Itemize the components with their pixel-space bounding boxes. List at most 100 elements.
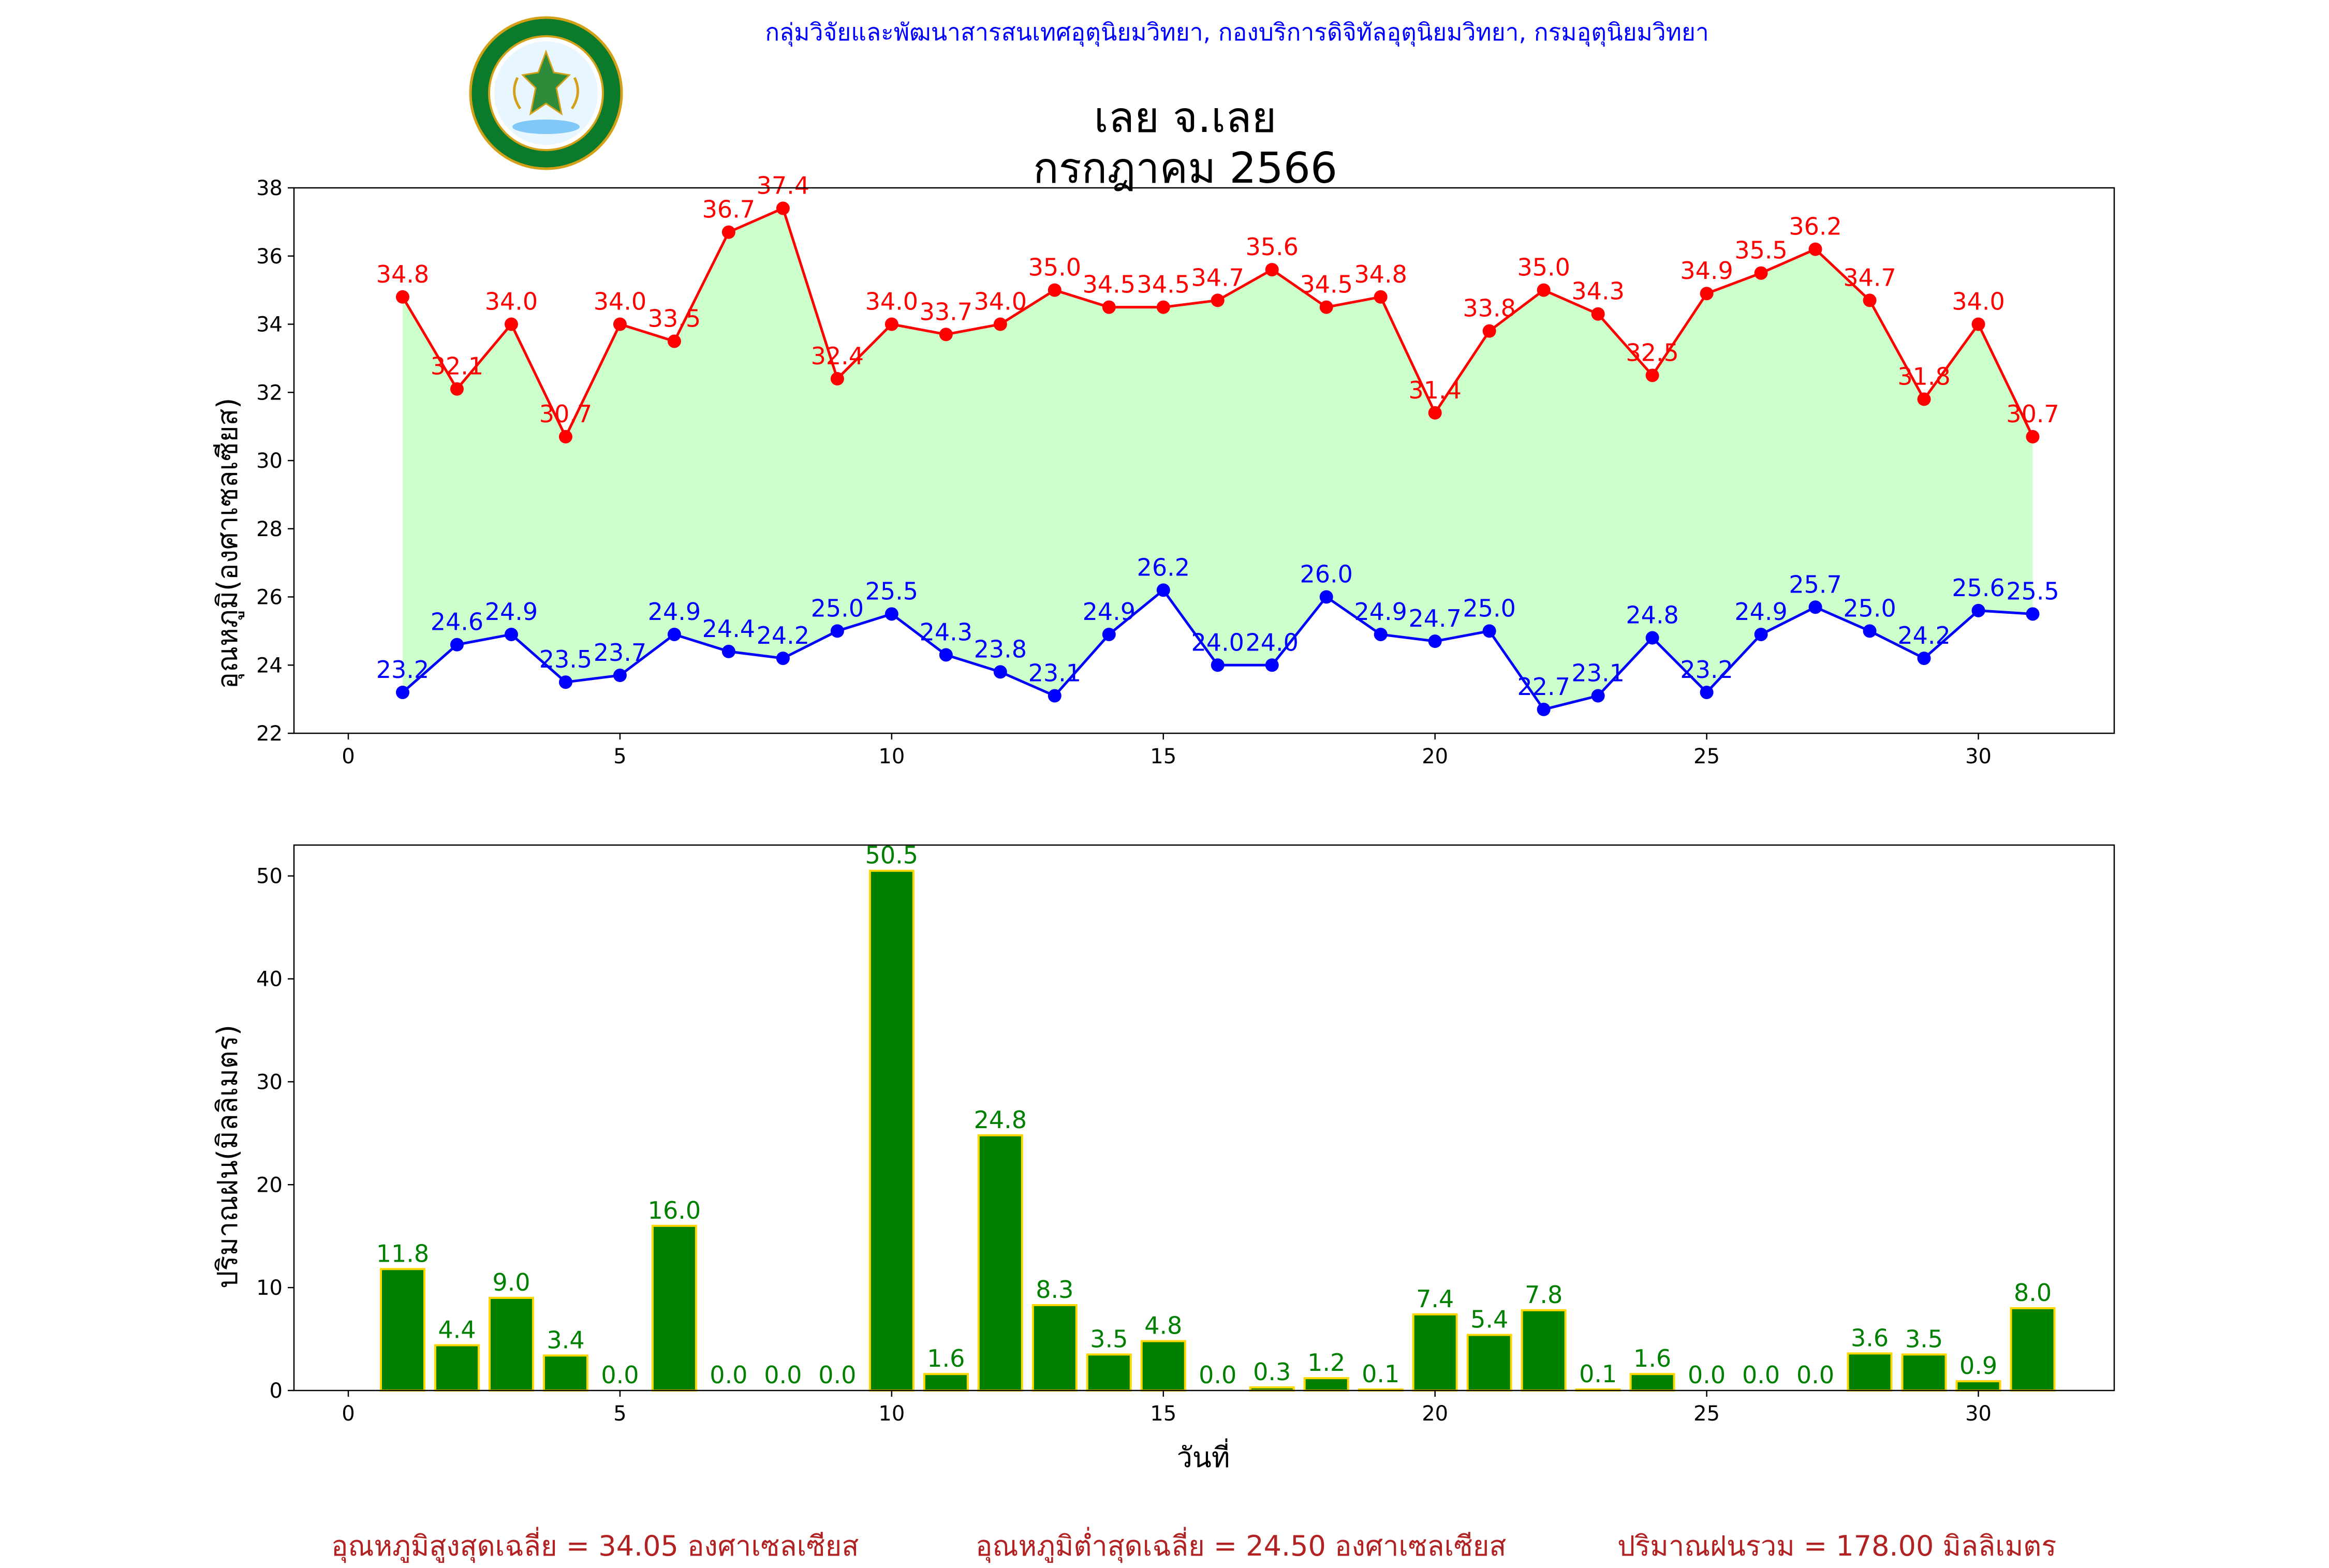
rainfall-data-label: 0.3 — [1253, 1358, 1291, 1386]
rainfall-data-label: 1.2 — [1307, 1349, 1345, 1377]
rainfall-y-tick-label: 20 — [256, 1173, 283, 1197]
max-temp-data-label: 35.0 — [1028, 254, 1081, 282]
max-temp-point — [504, 317, 518, 331]
max-temp-point — [721, 225, 735, 239]
min-temp-point — [1917, 652, 1931, 665]
min-temp-point — [667, 627, 681, 641]
temperature-x-tick-label: 25 — [1693, 745, 1720, 768]
max-temp-data-label: 34.0 — [865, 288, 918, 316]
max-temp-data-label: 31.8 — [1897, 362, 1950, 390]
min-temp-data-label: 23.2 — [376, 656, 429, 684]
min-temp-data-label: 23.1 — [1571, 659, 1624, 687]
rainfall-axes-frame — [293, 844, 2115, 1392]
min-temp-data-label: 25.6 — [1952, 574, 2004, 602]
rainfall-data-label: 50.5 — [865, 841, 918, 869]
min-temp-point — [1319, 590, 1333, 604]
rainfall-x-tick-label: 25 — [1693, 1402, 1720, 1426]
min-temp-data-label: 25.0 — [811, 594, 864, 622]
min-temp-data-label: 23.7 — [594, 639, 646, 667]
rainfall-bar — [1901, 1353, 1947, 1392]
organization-line: กลุ่มวิจัยและพัฒนาสารสนเทศอุตุนิยมวิทยา,… — [765, 18, 1709, 46]
max-temp-point — [993, 317, 1007, 331]
month-title: กรกฎาคม 2566 — [1033, 144, 1338, 193]
rainfall-data-label: 0.0 — [818, 1361, 856, 1389]
summary-total-rainfall: ปริมาณฝนรวม = 178.00 มิลลิเมตร — [1617, 1530, 2057, 1562]
rainfall-x-tick-label: 10 — [878, 1402, 905, 1426]
rainfall-data-label: 24.8 — [974, 1106, 1027, 1134]
station-title: เลย จ.เลย — [1094, 93, 1277, 142]
temperature-range-fill — [402, 208, 2033, 709]
min-temp-data-label: 24.7 — [1408, 604, 1461, 632]
temperature-x-tick-label: 5 — [613, 745, 626, 768]
min-temp-point — [1211, 658, 1225, 672]
rainfall-y-tick-label: 50 — [256, 865, 283, 889]
rainfall-bar — [1086, 1353, 1132, 1392]
rainfall-data-label: 0.9 — [1959, 1352, 1997, 1380]
min-temp-data-label: 24.4 — [702, 615, 755, 643]
min-temp-data-label: 24.0 — [1246, 628, 1299, 656]
rainfall-y-tick-label: 30 — [256, 1070, 283, 1094]
meteorological-department-logo — [469, 16, 623, 170]
max-temp-point — [1808, 242, 1822, 256]
max-temp-data-label: 34.0 — [485, 288, 538, 316]
max-temp-point — [1319, 300, 1333, 314]
max-temp-data-label: 37.4 — [757, 172, 809, 200]
max-temp-data-label: 30.7 — [539, 400, 592, 428]
rainfall-bar — [651, 1224, 697, 1392]
min-temp-data-label: 26.2 — [1137, 553, 1190, 581]
rainfall-data-label: 0.0 — [1742, 1361, 1780, 1389]
temperature-x-tick-label: 10 — [878, 745, 905, 768]
min-temp-point — [939, 648, 953, 662]
max-temp-data-label: 35.5 — [1734, 236, 1787, 264]
rainfall-bar — [434, 1344, 480, 1392]
rainfall-y-tick-label: 40 — [256, 968, 283, 992]
summary-avg-max-temp: อุณหภูมิสูงสุดเฉลี่ย = 34.05 องศาเซลเซีย… — [331, 1530, 859, 1562]
min-temp-point — [1971, 603, 1985, 617]
max-temp-point — [1971, 317, 1985, 331]
min-temp-point — [1374, 627, 1388, 641]
min-temp-point — [1863, 624, 1877, 638]
rainfall-bar — [1412, 1313, 1458, 1392]
temperature-y-tick-label: 38 — [256, 176, 283, 200]
max-temp-data-label: 36.2 — [1789, 213, 1841, 241]
min-temp-data-label: 24.9 — [1354, 598, 1407, 626]
min-temp-data-label: 24.3 — [920, 618, 972, 646]
max-temp-data-label: 32.5 — [1626, 338, 1678, 366]
max-temp-point — [1645, 368, 1659, 382]
min-temp-data-label: 23.2 — [1680, 656, 1733, 684]
min-temp-data-label: 22.7 — [1517, 673, 1570, 701]
min-temp-point — [830, 624, 844, 638]
rainfall-bar — [542, 1354, 588, 1392]
rainfall-bar — [1140, 1340, 1186, 1392]
summary-avg-min-temp: อุณหภูมิต่ำสุดเฉลี่ย = 24.50 องศาเซลเซีย… — [976, 1530, 1507, 1562]
rainfall-data-label: 7.4 — [1416, 1285, 1454, 1313]
min-temp-point — [1645, 631, 1659, 645]
rainfall-bar — [977, 1134, 1023, 1392]
rainfall-data-label: 9.0 — [492, 1268, 530, 1296]
temperature-y-tick-label: 32 — [256, 381, 283, 405]
min-temp-point — [504, 627, 518, 641]
min-temp-data-label: 24.6 — [431, 608, 483, 636]
rainfall-bar — [1521, 1309, 1567, 1392]
min-temp-point — [1265, 658, 1279, 672]
max-temp-point — [558, 430, 572, 443]
min-temp-data-label: 23.1 — [1028, 659, 1081, 687]
rainfall-data-label: 8.3 — [1036, 1276, 1073, 1304]
max-temp-point — [1428, 406, 1442, 420]
temperature-x-tick-label: 15 — [1150, 745, 1176, 768]
max-temp-point — [395, 290, 409, 304]
max-temp-point — [1591, 307, 1605, 321]
min-temp-point — [1808, 600, 1822, 614]
max-temp-point — [776, 201, 790, 215]
max-temp-point — [1156, 300, 1170, 314]
min-temp-point — [558, 675, 572, 689]
min-temp-data-label: 24.2 — [1897, 622, 1950, 649]
min-temp-point — [1537, 702, 1551, 716]
rainfall-data-label: 4.4 — [438, 1315, 476, 1343]
max-temp-data-label: 35.0 — [1517, 254, 1570, 282]
max-temp-data-label: 34.9 — [1680, 257, 1733, 285]
rainfall-bar — [868, 869, 915, 1392]
max-temp-data-label: 35.6 — [1246, 233, 1299, 261]
rainfall-bar — [923, 1373, 969, 1392]
